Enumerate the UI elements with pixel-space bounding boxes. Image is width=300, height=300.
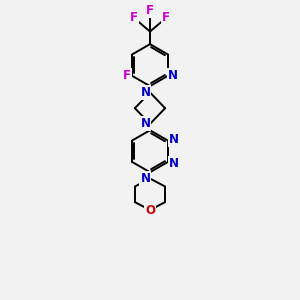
Text: N: N	[169, 133, 179, 146]
Text: O: O	[145, 204, 155, 217]
Text: F: F	[162, 11, 170, 24]
Text: N: N	[140, 117, 150, 130]
Text: N: N	[168, 69, 178, 82]
Text: N: N	[140, 86, 150, 99]
Text: F: F	[130, 11, 138, 24]
Text: N: N	[140, 172, 150, 185]
Text: N: N	[169, 157, 179, 170]
Text: F: F	[123, 69, 130, 82]
Text: F: F	[146, 4, 154, 17]
